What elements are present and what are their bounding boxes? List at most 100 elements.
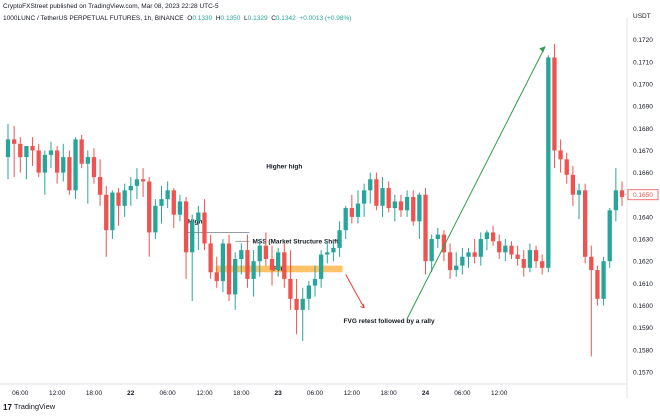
candle-body (233, 258, 238, 295)
candle-body (337, 230, 342, 248)
change-value: +0.0013 (+0.98%) (299, 15, 352, 22)
candle-body (67, 157, 72, 191)
candle-body (355, 203, 361, 217)
high-label: High (188, 218, 202, 225)
candle-body (97, 177, 103, 195)
low-value: 0.1329 (247, 15, 268, 22)
candle-body (220, 243, 226, 282)
last-price-label: 0.1650 (633, 192, 653, 199)
candle-body (509, 245, 514, 255)
high-value: 0.1350 (220, 15, 241, 22)
candle-body (54, 150, 60, 173)
candle-body (226, 243, 232, 295)
candle-body (104, 194, 109, 231)
candle-body (546, 57, 551, 268)
candle-body (263, 245, 269, 259)
x-tick-label: 12:00 (49, 390, 66, 397)
candle-body (484, 232, 490, 240)
candle-body (374, 179, 379, 206)
tradingview-logo-icon: 17 (3, 402, 12, 412)
candle-body (11, 139, 17, 144)
candle-body (368, 179, 373, 191)
rally-arrow-head (539, 46, 546, 53)
candle-body (503, 245, 508, 253)
candle-body (361, 190, 367, 204)
candle-body (490, 232, 496, 242)
candle-body (239, 250, 244, 259)
open-value: 0.1330 (192, 15, 213, 22)
candle-body (325, 252, 330, 255)
candle-body (122, 190, 127, 206)
open-label: O (187, 15, 193, 22)
candle-body (190, 221, 195, 253)
y-tick-label: 0.1700 (633, 82, 653, 89)
x-tick-label: 06:00 (159, 390, 176, 397)
candle-body (533, 250, 539, 262)
y-tick-label: 0.1600 (633, 303, 653, 310)
high-label: H (215, 15, 221, 22)
candle-body (214, 272, 219, 282)
y-tick-label: 0.1630 (633, 237, 653, 244)
fvg-label: FVG (273, 267, 286, 273)
candle-body (521, 258, 526, 268)
candle-body (349, 208, 354, 217)
candle-body (564, 159, 569, 175)
x-tick-label: 12:00 (196, 390, 213, 397)
y-tick-label: 0.1670 (633, 148, 653, 155)
x-tick-label: 12:00 (344, 390, 361, 397)
candle-body (276, 252, 281, 271)
candle-body (447, 252, 453, 271)
y-tick-label: 0.1640 (633, 214, 653, 221)
candle-body (583, 190, 588, 257)
candle-body (85, 157, 90, 164)
x-tick-label: 22 (127, 390, 135, 397)
candle-body (527, 250, 533, 268)
y-tick-label: 0.1610 (633, 281, 653, 288)
candle-body (134, 179, 140, 186)
candle-body (497, 241, 502, 253)
retest-arrow-head (359, 303, 365, 309)
candle-body (36, 150, 41, 173)
candle-body (196, 212, 201, 222)
x-tick-label: 18:00 (233, 390, 250, 397)
candle-body (61, 157, 66, 173)
candle-body (441, 234, 447, 253)
y-tick-label: 0.1570 (633, 369, 653, 376)
candle-body (73, 139, 78, 191)
rally-arrow-line (406, 46, 546, 319)
candle-body (435, 234, 440, 240)
ohlc-row: 1000LUNC / TetherUS PERPETUAL FUTURES, 1… (3, 15, 351, 22)
candle-body (208, 243, 213, 273)
symbol-title: 1000LUNC / TetherUS PERPETUAL FUTURES, 1… (3, 15, 184, 22)
candle-body (140, 179, 146, 182)
candle-body (183, 201, 189, 253)
candle-body (269, 258, 275, 271)
candle-body (300, 298, 305, 310)
candle-body (460, 256, 465, 266)
candle-body (171, 190, 176, 215)
y-tick-label: 0.1680 (633, 126, 653, 133)
fvg-retest-label: FVG retest followed by a rally (344, 318, 435, 325)
x-tick-label: 12:00 (491, 390, 508, 397)
candle-body (423, 194, 428, 262)
candle-body (411, 196, 416, 222)
candle-body (607, 210, 612, 262)
x-tick-label: 06:00 (307, 390, 324, 397)
candle-body (386, 188, 391, 209)
candle-body (558, 150, 563, 160)
candle-body (257, 245, 262, 262)
candle-body (589, 256, 594, 271)
candle-body (294, 298, 299, 310)
candle-body (478, 239, 483, 257)
candle-body (540, 261, 545, 268)
candle-body (466, 252, 471, 257)
y-tick-label: 0.1720 (633, 37, 653, 44)
y-tick-label: 0.1690 (633, 104, 653, 111)
candle-body (177, 201, 183, 215)
publisher-line: CryptoFXStreet published on TradingView.… (3, 3, 219, 10)
candle-body (79, 139, 84, 164)
close-value: 0.1342 (275, 15, 296, 22)
brand-name: TradingView (13, 402, 56, 411)
candle-body (245, 250, 250, 279)
